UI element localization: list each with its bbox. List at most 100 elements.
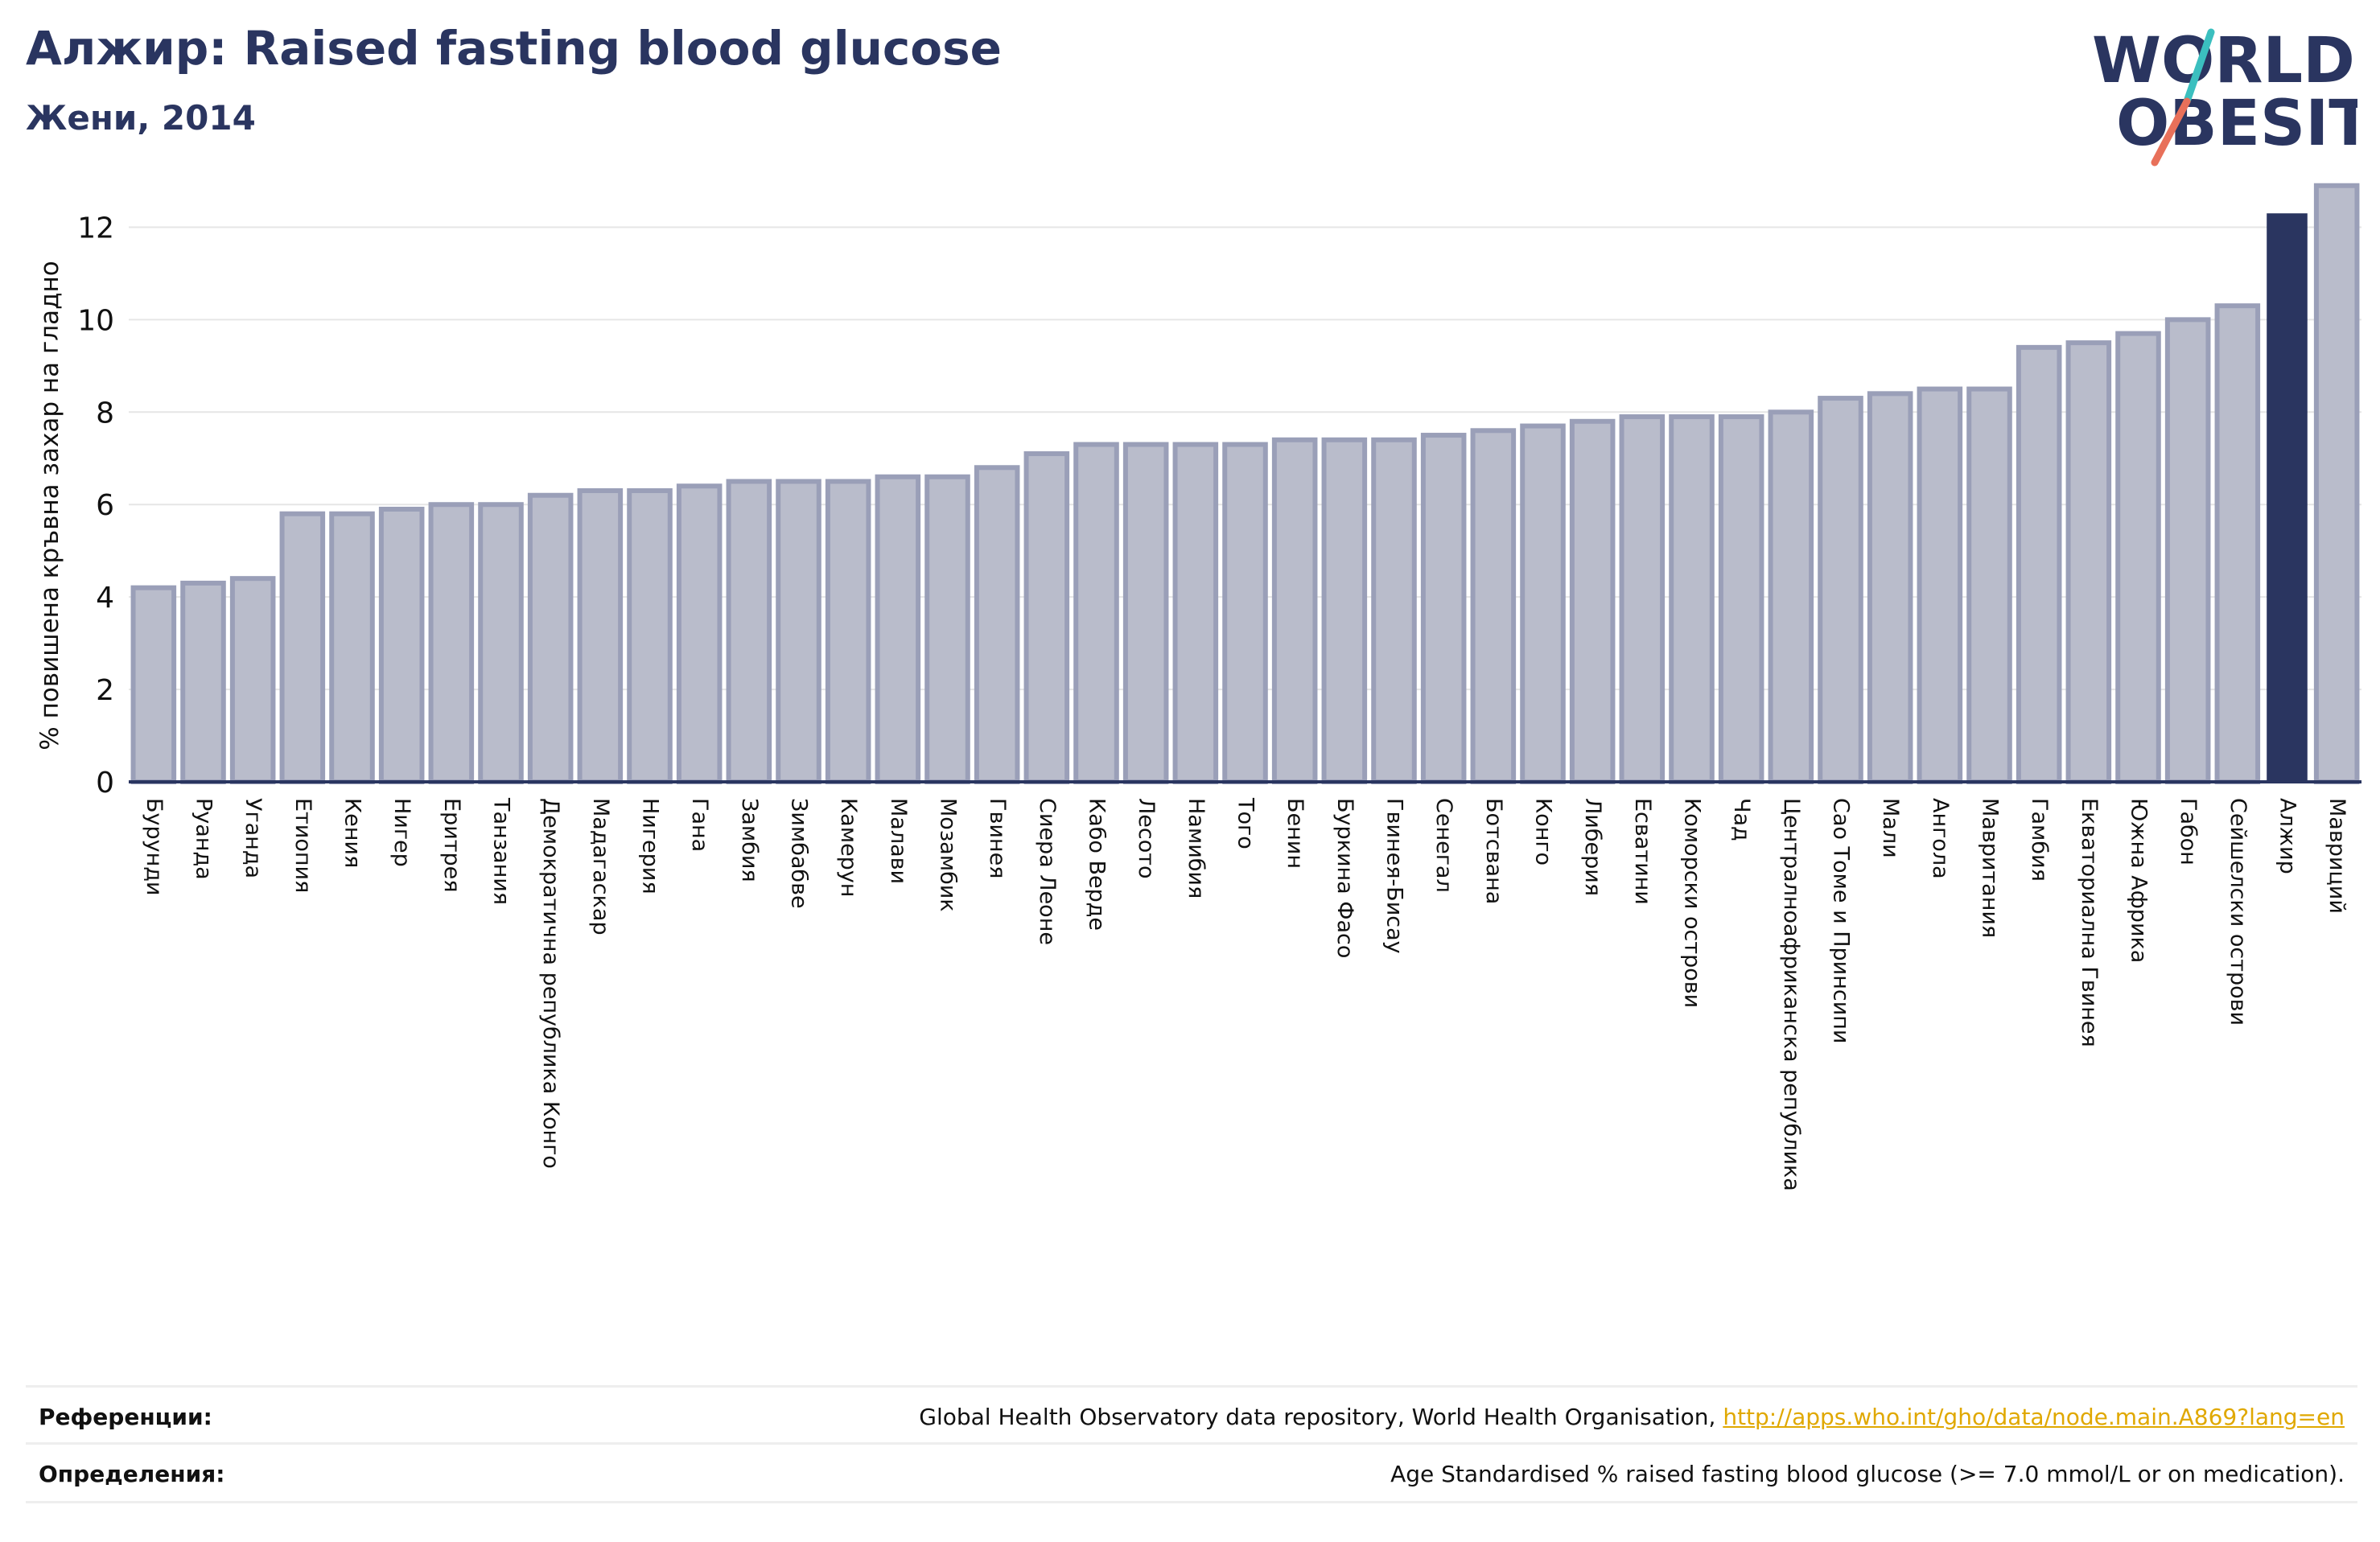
references-value: Global Health Observatory data repositor… — [919, 1404, 2345, 1430]
category-label: Гамбия — [2027, 798, 2052, 882]
bar — [1470, 428, 1517, 784]
bar — [1520, 423, 1566, 784]
bar — [1172, 442, 1219, 784]
bar — [2214, 303, 2261, 784]
category-label: Сенегал — [1431, 798, 1456, 893]
logo-slash-red-icon — [2151, 97, 2191, 167]
bar — [2115, 331, 2161, 785]
category-label: Гана — [687, 798, 712, 852]
category-label: Мозамбик — [936, 798, 961, 912]
logo-line1: WORLD — [2092, 25, 2355, 97]
category-label: Централноафриканска република — [1779, 798, 1804, 1191]
category-label: Бенин — [1283, 798, 1307, 869]
references-label: Референции: — [39, 1404, 212, 1430]
category-label: Кабо Верде — [1085, 798, 1110, 931]
chart-title: Алжир: Raised fasting blood glucose — [26, 21, 1002, 76]
bar — [1271, 437, 1318, 784]
references-row: Референции: Global Health Observatory da… — [26, 1385, 2357, 1444]
bar — [1023, 451, 1070, 784]
bar — [875, 474, 921, 784]
bar — [279, 511, 326, 784]
category-label: Габон — [2176, 798, 2201, 866]
category-label: Лесото — [1134, 798, 1159, 879]
category-label: Южна Африка — [2127, 798, 2151, 963]
bar — [428, 502, 475, 784]
category-label: Мали — [1878, 798, 1903, 858]
bar-chart: 0 2 4 6 8 10 12 Бурунди Руанда Уганда Етиопия Кени… — [35, 183, 2361, 1191]
logo-line2: OBESITY — [2116, 88, 2357, 160]
bar — [329, 511, 375, 784]
axes: 0 2 4 6 8 10 12 — [77, 212, 2361, 800]
bar — [2313, 183, 2360, 784]
bar — [1222, 442, 1268, 784]
category-label: Етиопия — [290, 798, 315, 893]
bar — [2065, 340, 2112, 785]
y-tick-label: 12 — [77, 212, 114, 245]
category-label: Кения — [340, 798, 365, 868]
category-label: Буркина Фасо — [1332, 798, 1357, 958]
category-label: Мавриций — [2324, 798, 2349, 914]
category-label: Сейшелски острови — [2226, 798, 2250, 1026]
category-label: Гвинея — [985, 798, 1010, 878]
bar — [1321, 437, 1368, 784]
bar — [1420, 433, 1467, 784]
bar — [1371, 437, 1417, 784]
bar — [1966, 386, 2012, 784]
references-link[interactable]: http://apps.who.int/gho/data/node.main.A… — [1723, 1404, 2345, 1430]
bar — [676, 483, 723, 784]
bar — [577, 487, 624, 784]
bar — [130, 585, 177, 785]
bar — [1669, 414, 1715, 784]
definitions-row: Определения: Age Standardised % raised f… — [26, 1442, 2357, 1503]
category-label: Чад — [1729, 798, 1754, 841]
world-obesity-logo: WORLD OBESITY — [2092, 25, 2357, 167]
category-label: Малави — [886, 798, 911, 884]
category-label: Либерия — [1580, 798, 1605, 896]
bar — [1867, 391, 1913, 784]
category-label: Ботсвана — [1481, 798, 1506, 904]
category-label: Того — [1233, 797, 1258, 849]
y-tick-label: 6 — [96, 489, 114, 522]
category-label: Мадагаскар — [588, 798, 613, 935]
references-text: Global Health Observatory data repositor… — [919, 1404, 1723, 1430]
category-label: Нигерия — [638, 798, 663, 894]
y-tick-label: 8 — [96, 397, 114, 430]
category-label: Конго — [1531, 798, 1556, 866]
bar — [2164, 317, 2211, 784]
definitions-value: Age Standardised % raised fasting blood … — [1390, 1461, 2345, 1487]
bar — [627, 487, 673, 784]
category-label: Намибия — [1184, 798, 1209, 898]
bar — [974, 465, 1020, 784]
bar — [2016, 344, 2062, 785]
y-tick-label: 10 — [77, 304, 114, 337]
y-tick-label: 2 — [96, 674, 114, 707]
category-label: Уганда — [241, 798, 266, 878]
category-label: Бурунди — [142, 798, 167, 896]
y-tick-label: 0 — [96, 767, 114, 800]
category-label: Ангола — [1928, 798, 1953, 879]
category-label: Камерун — [836, 798, 861, 897]
bar — [776, 479, 821, 784]
bar — [527, 492, 574, 784]
bar — [1818, 396, 1863, 784]
bar — [1122, 442, 1169, 784]
bar — [378, 506, 425, 784]
bar — [1768, 409, 1814, 784]
category-label: Сао Томе и Принсипи — [1829, 798, 1854, 1043]
category-label: Зимбабве — [787, 798, 812, 909]
category-label: Есватини — [1630, 798, 1655, 905]
bar — [1718, 414, 1764, 784]
y-axis-label: % повишена кръвна захар на гладно — [35, 261, 64, 750]
category-label: Екваториална Гвинея — [2077, 798, 2102, 1047]
category-label: Гвинея-Бисау — [1382, 798, 1407, 954]
bar — [180, 580, 226, 785]
chart-subtitle: Жени, 2014 — [26, 98, 256, 138]
bar — [229, 576, 276, 785]
category-label: Демократична република Конго — [538, 798, 563, 1169]
bars — [130, 183, 2360, 785]
bar — [1619, 414, 1666, 784]
definitions-label: Определения: — [39, 1461, 225, 1487]
bar — [726, 479, 772, 784]
bar — [825, 479, 871, 784]
category-label: Коморски острови — [1680, 798, 1705, 1008]
